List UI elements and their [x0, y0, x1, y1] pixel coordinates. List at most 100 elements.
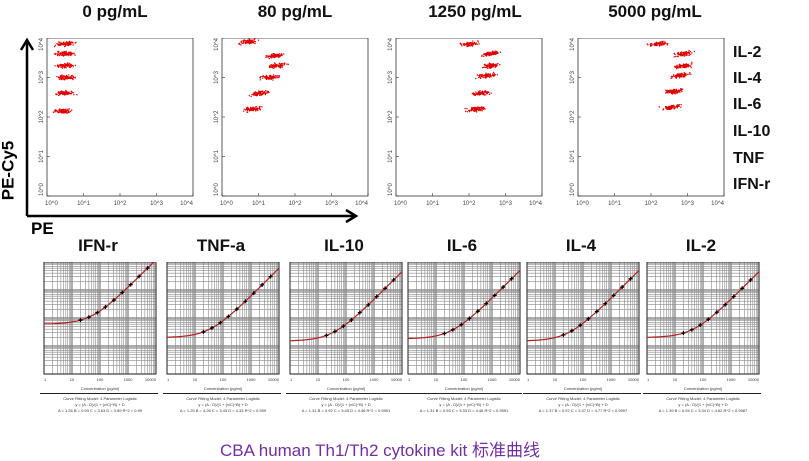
fit-curve [526, 269, 640, 342]
event-dot [484, 74, 487, 76]
x-tick-label: 1000 [727, 377, 737, 382]
bead-cluster [471, 90, 492, 97]
event-dot [685, 54, 688, 56]
event-dot [676, 64, 678, 66]
event-dot [271, 56, 273, 59]
event-dot [71, 91, 73, 94]
x-tick-label: 10000 [391, 377, 403, 382]
bead-cluster [664, 87, 684, 95]
bead-label: IFN-r [733, 176, 771, 193]
event-dot [671, 93, 674, 95]
event-dot [671, 106, 673, 108]
event-dot [270, 66, 273, 68]
event-dot [62, 55, 65, 57]
event-dot [63, 78, 66, 81]
x-tick-label: 10 [316, 377, 321, 382]
event-dot [60, 76, 62, 78]
event-dot [251, 108, 253, 110]
curve-title: IL-2 [685, 236, 717, 255]
event-dot [483, 76, 485, 79]
event-dot [483, 94, 485, 96]
event-dot [664, 92, 667, 94]
event-dot [466, 41, 468, 44]
event-dot [267, 91, 270, 93]
event-dot [269, 74, 271, 77]
event-dot [260, 75, 262, 78]
event-dot [665, 108, 668, 110]
event-dot [277, 55, 280, 58]
divider [404, 393, 522, 394]
curve-equation: y = (A - D)/(1 + (x/C)^B) + D [439, 402, 489, 407]
event-dot [490, 63, 493, 66]
event-dot [464, 107, 466, 110]
event-dot [477, 40, 479, 42]
event-dot [495, 53, 497, 55]
x-tick-label: 10^3 [325, 201, 338, 207]
event-dot [60, 109, 62, 111]
event-dot [265, 78, 268, 80]
event-dot [486, 75, 488, 78]
event-dot [278, 53, 281, 55]
event-dot [460, 43, 462, 45]
y-tick-label: 10^4 [39, 38, 45, 51]
event-dot [65, 92, 67, 95]
event-dot [65, 67, 67, 69]
x-tick-label: 10 [193, 377, 198, 382]
x-tick-label: 10 [70, 377, 75, 382]
event-dot [59, 77, 62, 79]
event-dot [269, 75, 271, 78]
standard-point [740, 286, 745, 291]
standard-point [628, 276, 633, 281]
event-dot [60, 52, 63, 55]
event-dot [690, 63, 692, 65]
event-dot [478, 43, 480, 45]
event-dot [272, 74, 275, 76]
event-dot [245, 40, 248, 42]
event-dot [681, 53, 683, 56]
flow-plot: 10^010^0 10^1 10^1 10^2 10^2 10^3 10^3 10^4 10^4 [570, 38, 725, 207]
flow-plot: 10^010^0 10^1 10^1 10^2 10^2 10^3 10^3 10^4 10^4 [39, 38, 194, 207]
curve-model: Curve Fitting Model: 4 Parameter Logisti… [427, 396, 501, 401]
standard-point [569, 328, 574, 333]
event-dot [690, 66, 692, 69]
curve-xlabel: Concentration (pg/ml) [563, 386, 603, 391]
event-dot [670, 75, 673, 78]
curve-model: Curve Fitting Model: 4 Parameter Logisti… [63, 396, 137, 401]
standard-curve-plot: 1 10 100 1000 10000 [289, 262, 403, 382]
x-tick-label: 100 [343, 377, 350, 382]
event-dot [62, 93, 64, 96]
standard-point [243, 299, 248, 304]
event-dot [668, 90, 670, 93]
event-dot [680, 89, 682, 91]
bead-cluster [670, 71, 692, 79]
event-dot [62, 112, 64, 114]
event-dot [64, 53, 66, 55]
event-dot [679, 53, 682, 56]
standard-point [706, 317, 711, 322]
y-tick-label: 10^1 [570, 149, 576, 162]
event-dot [75, 41, 77, 44]
x-tick-label: 1000 [488, 377, 498, 382]
event-dot [68, 110, 70, 112]
event-dot [69, 64, 72, 67]
event-dot [496, 74, 498, 76]
event-dot [62, 52, 64, 54]
event-dot [242, 42, 244, 44]
event-dot [62, 75, 64, 78]
event-dot [673, 88, 675, 91]
event-dot [72, 92, 75, 94]
event-dot [264, 90, 267, 92]
event-dot [465, 110, 467, 113]
event-dot [66, 74, 68, 77]
event-dot [477, 106, 479, 108]
standard-point [698, 323, 703, 328]
event-dot [676, 68, 678, 70]
event-dot [492, 74, 494, 76]
standard-curve-plot: 1 10 100 1000 10000 [646, 262, 760, 382]
event-dot [52, 111, 55, 113]
event-dot [494, 66, 496, 69]
event-dot [248, 108, 250, 111]
event-dot [666, 90, 668, 93]
flow-plot-title: 80 pg/mL [257, 2, 333, 21]
event-dot [690, 65, 692, 67]
